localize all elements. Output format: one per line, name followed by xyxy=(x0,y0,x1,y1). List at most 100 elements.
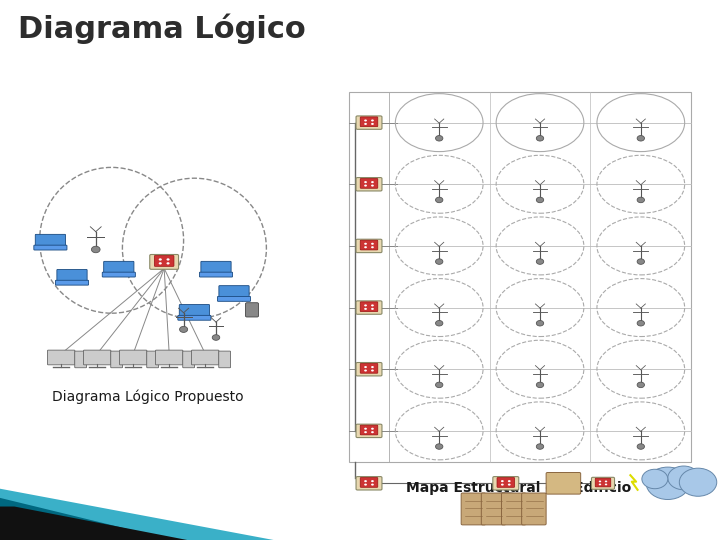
FancyBboxPatch shape xyxy=(356,301,382,314)
Circle shape xyxy=(536,259,544,265)
Circle shape xyxy=(371,480,374,482)
Polygon shape xyxy=(0,489,274,540)
FancyBboxPatch shape xyxy=(360,117,378,126)
Circle shape xyxy=(436,197,443,202)
FancyBboxPatch shape xyxy=(246,303,258,317)
Circle shape xyxy=(536,444,544,449)
FancyBboxPatch shape xyxy=(356,178,382,191)
Circle shape xyxy=(637,444,644,449)
Circle shape xyxy=(364,483,367,485)
Circle shape xyxy=(647,467,690,500)
FancyBboxPatch shape xyxy=(360,302,378,312)
FancyBboxPatch shape xyxy=(497,477,515,487)
FancyBboxPatch shape xyxy=(183,351,194,368)
FancyBboxPatch shape xyxy=(521,493,546,525)
FancyBboxPatch shape xyxy=(84,350,111,365)
FancyBboxPatch shape xyxy=(356,116,382,129)
Circle shape xyxy=(605,483,607,485)
Text: Mapa Estructural del Edificio: Mapa Estructural del Edificio xyxy=(406,481,631,495)
Circle shape xyxy=(436,444,443,449)
Circle shape xyxy=(637,259,644,265)
Circle shape xyxy=(637,197,644,202)
Circle shape xyxy=(371,366,374,368)
FancyBboxPatch shape xyxy=(217,296,251,301)
Circle shape xyxy=(436,259,443,265)
FancyBboxPatch shape xyxy=(356,424,382,437)
Circle shape xyxy=(501,480,504,482)
FancyBboxPatch shape xyxy=(147,351,158,368)
Circle shape xyxy=(158,262,162,265)
Circle shape xyxy=(371,483,374,485)
FancyBboxPatch shape xyxy=(104,261,134,273)
Circle shape xyxy=(371,185,374,187)
FancyBboxPatch shape xyxy=(546,472,580,494)
FancyBboxPatch shape xyxy=(219,286,249,298)
FancyBboxPatch shape xyxy=(360,179,378,188)
FancyBboxPatch shape xyxy=(360,425,378,435)
Circle shape xyxy=(436,136,443,141)
FancyBboxPatch shape xyxy=(192,350,219,365)
Circle shape xyxy=(364,246,367,248)
Circle shape xyxy=(158,258,162,261)
FancyBboxPatch shape xyxy=(201,261,231,273)
FancyBboxPatch shape xyxy=(356,362,382,376)
Circle shape xyxy=(364,305,367,307)
FancyBboxPatch shape xyxy=(48,350,75,365)
Circle shape xyxy=(508,480,510,482)
FancyBboxPatch shape xyxy=(178,315,211,320)
Circle shape xyxy=(679,468,717,496)
Circle shape xyxy=(371,242,374,245)
Circle shape xyxy=(501,483,504,485)
Circle shape xyxy=(536,197,544,202)
Circle shape xyxy=(371,431,374,433)
Circle shape xyxy=(364,181,367,183)
Circle shape xyxy=(371,305,374,307)
Circle shape xyxy=(599,481,601,482)
Polygon shape xyxy=(0,507,187,540)
Text: Diagrama Lógico Propuesto: Diagrama Lógico Propuesto xyxy=(52,390,243,404)
FancyBboxPatch shape xyxy=(102,272,135,277)
FancyBboxPatch shape xyxy=(360,477,378,487)
Circle shape xyxy=(371,369,374,372)
FancyBboxPatch shape xyxy=(219,351,230,368)
Circle shape xyxy=(536,320,544,326)
Circle shape xyxy=(605,481,607,482)
Circle shape xyxy=(364,185,367,187)
FancyBboxPatch shape xyxy=(356,477,382,490)
Circle shape xyxy=(637,136,644,141)
Circle shape xyxy=(364,242,367,245)
Circle shape xyxy=(364,428,367,430)
FancyBboxPatch shape xyxy=(360,363,378,373)
Circle shape xyxy=(637,382,644,388)
FancyBboxPatch shape xyxy=(356,239,382,253)
FancyBboxPatch shape xyxy=(34,245,67,250)
Circle shape xyxy=(364,123,367,125)
FancyBboxPatch shape xyxy=(199,272,233,277)
Circle shape xyxy=(364,369,367,372)
FancyBboxPatch shape xyxy=(461,493,485,525)
Circle shape xyxy=(179,326,188,333)
Bar xyxy=(349,92,691,462)
FancyBboxPatch shape xyxy=(57,269,87,281)
FancyBboxPatch shape xyxy=(55,280,89,285)
FancyBboxPatch shape xyxy=(492,477,518,490)
Circle shape xyxy=(371,428,374,430)
FancyBboxPatch shape xyxy=(481,493,505,525)
FancyBboxPatch shape xyxy=(501,493,526,525)
FancyBboxPatch shape xyxy=(595,478,611,487)
FancyBboxPatch shape xyxy=(179,305,210,316)
Circle shape xyxy=(364,308,367,310)
Circle shape xyxy=(212,335,220,340)
FancyBboxPatch shape xyxy=(111,351,122,368)
FancyBboxPatch shape xyxy=(150,254,179,269)
FancyBboxPatch shape xyxy=(156,350,183,365)
Circle shape xyxy=(371,123,374,125)
Circle shape xyxy=(668,466,700,490)
Circle shape xyxy=(371,246,374,248)
Circle shape xyxy=(371,119,374,122)
Text: Diagrama Lógico: Diagrama Lógico xyxy=(18,14,306,44)
Circle shape xyxy=(436,320,443,326)
FancyBboxPatch shape xyxy=(154,255,174,266)
Circle shape xyxy=(364,119,367,122)
FancyBboxPatch shape xyxy=(360,240,378,250)
